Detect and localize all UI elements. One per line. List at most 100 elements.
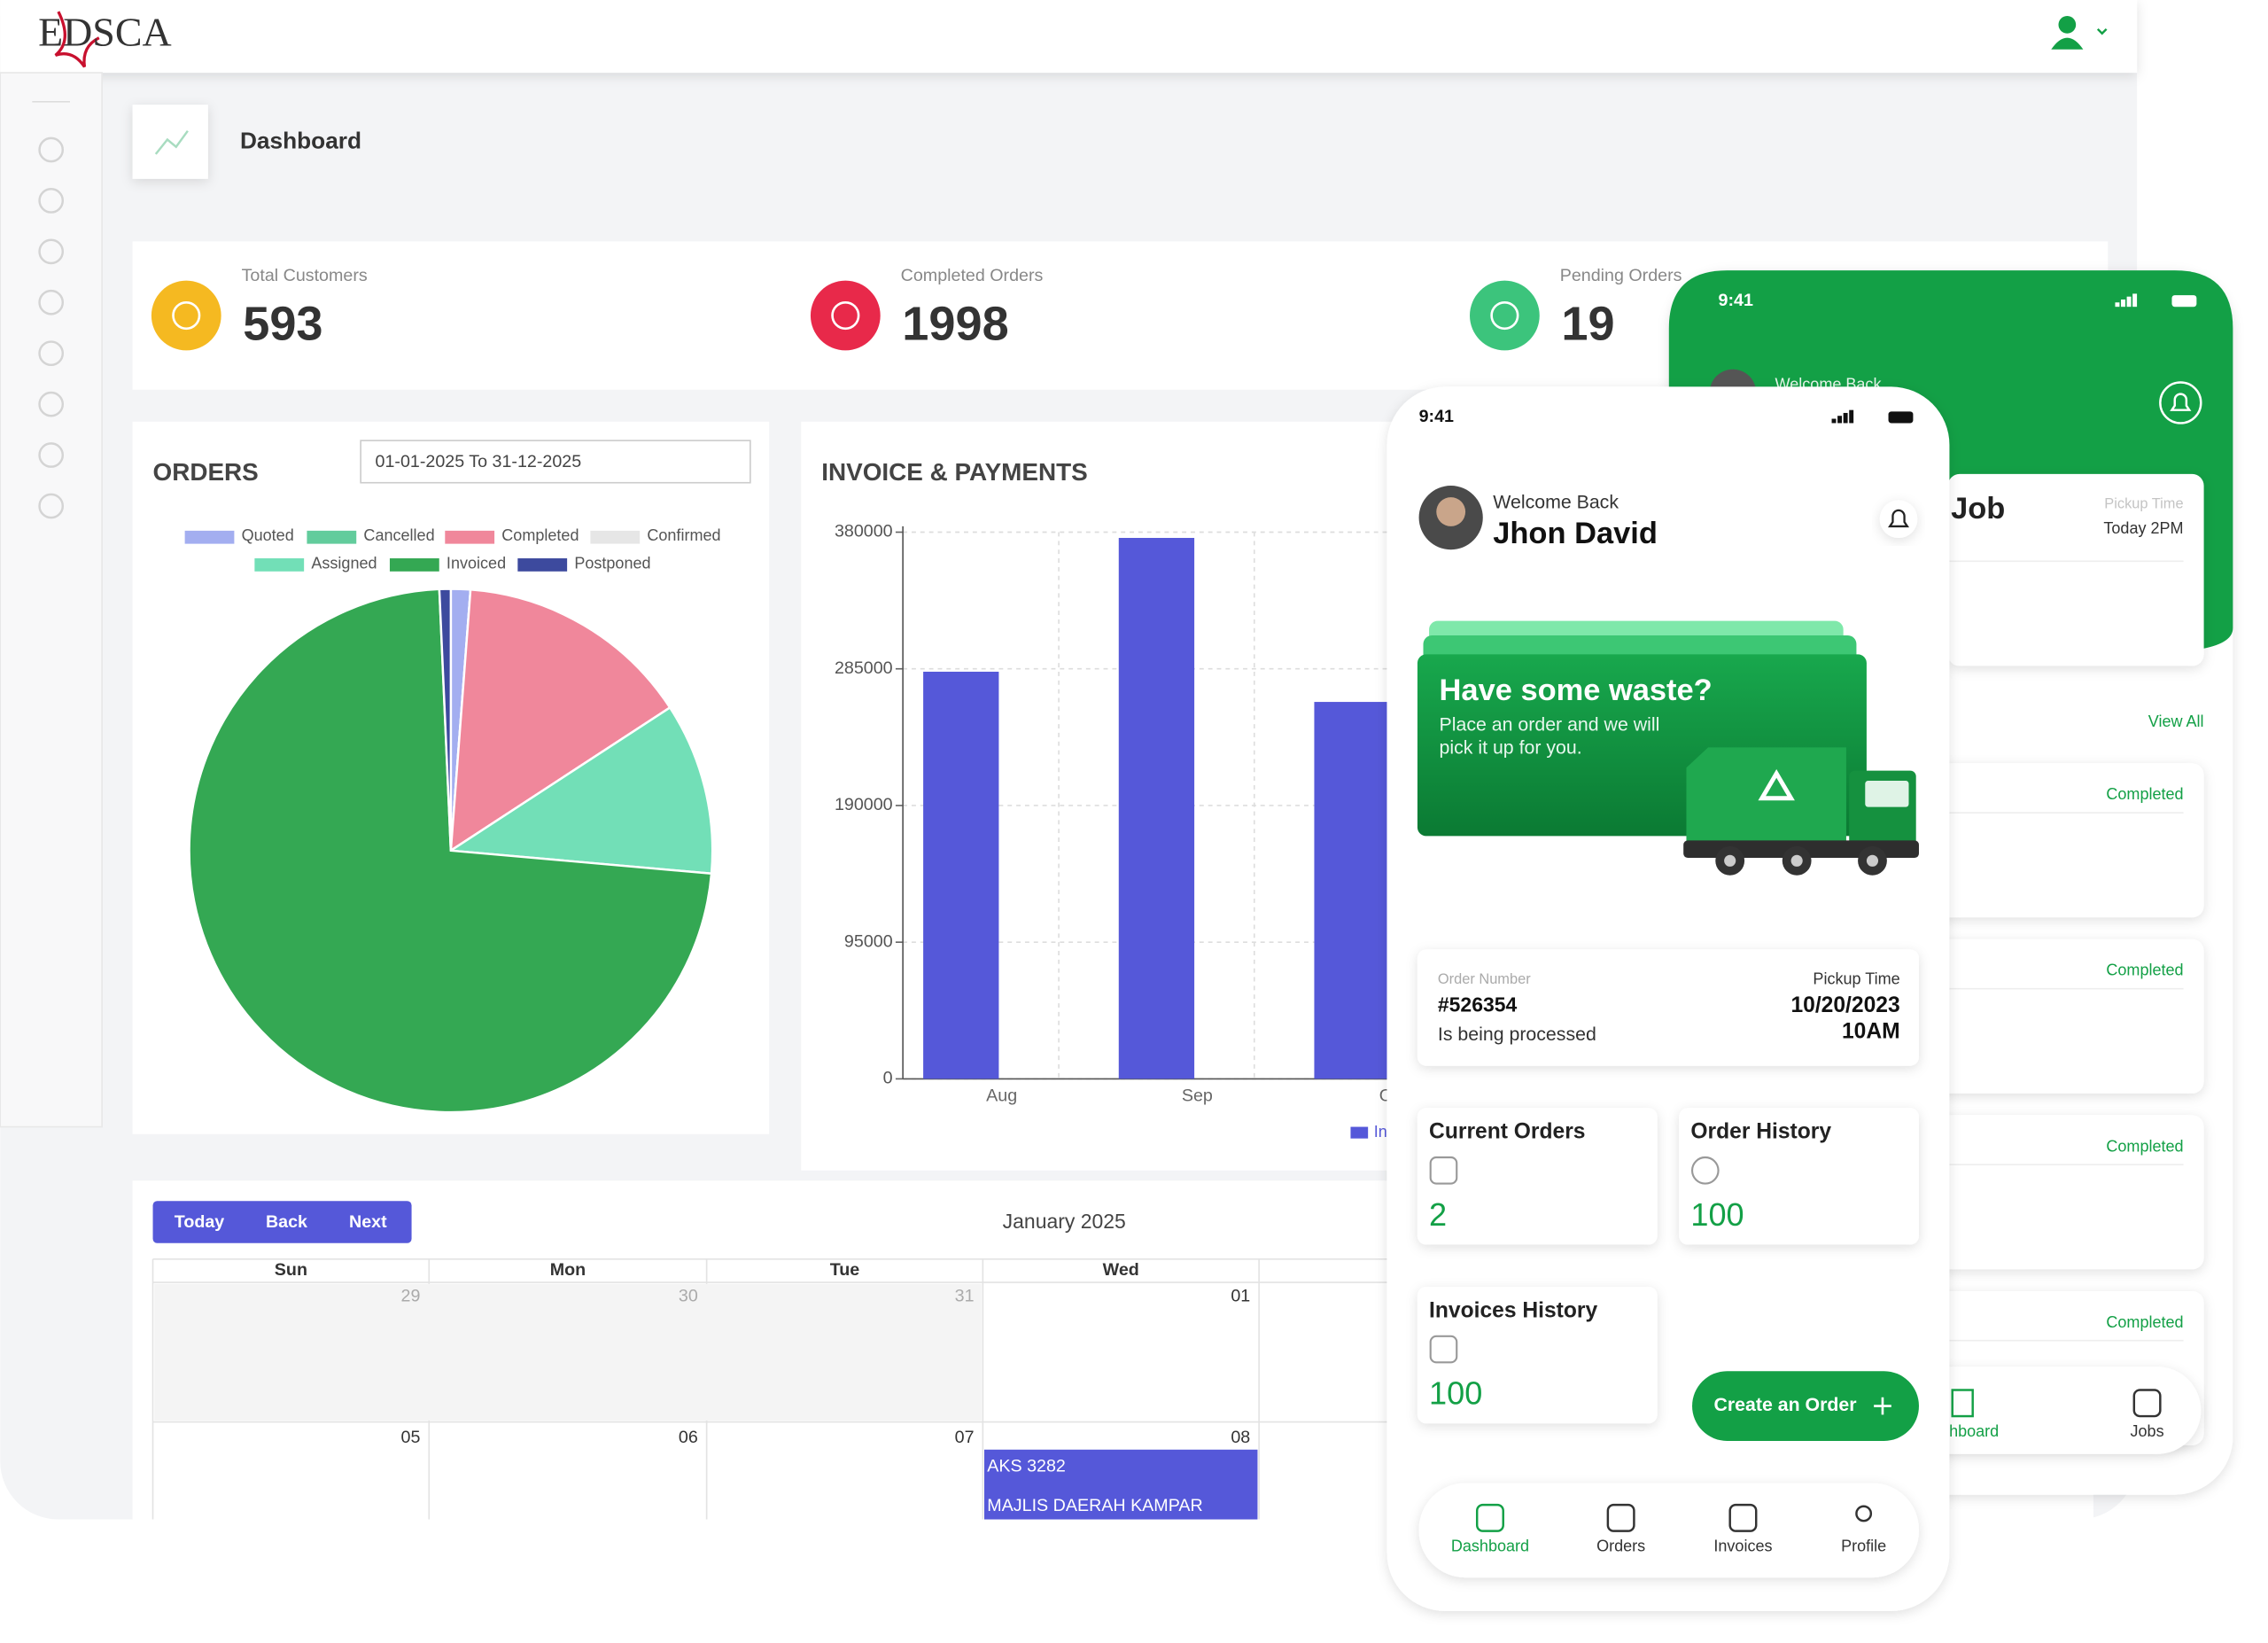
calendar-button[interactable]: Today xyxy=(175,1212,225,1232)
tile-icon xyxy=(1429,1335,1458,1364)
nav-icon xyxy=(1475,1503,1504,1532)
sidebar xyxy=(0,72,103,1128)
banner-text: pick it up for you. xyxy=(1440,737,1582,759)
pie-slice xyxy=(188,588,713,1114)
legend-swatch xyxy=(517,558,568,572)
nav-label[interactable]: Profile xyxy=(1841,1537,1886,1554)
bar xyxy=(1314,702,1390,1079)
tile-icon xyxy=(1429,1156,1458,1185)
page-icon xyxy=(154,129,189,155)
banner-text: Place an order and we will xyxy=(1440,713,1660,735)
x-tick-label: Sep xyxy=(1182,1086,1213,1105)
event-text: MAJLIS DAERAH KAMPAR xyxy=(987,1496,1202,1515)
sidebar-icon xyxy=(38,136,65,163)
user-name: Jhon David xyxy=(1493,517,1658,550)
order-label: Order Number xyxy=(1438,971,1531,987)
stat-label: Pending Orders xyxy=(1560,266,1682,285)
view-all[interactable]: View All xyxy=(2148,712,2204,730)
chart-title: ORDERS xyxy=(153,458,259,486)
order-number: #526354 xyxy=(1438,993,1518,1016)
signal-bar xyxy=(1831,418,1837,424)
nav-label[interactable]: Orders xyxy=(1596,1537,1645,1554)
nav-label[interactable]: Invoices xyxy=(1713,1537,1772,1554)
calendar-event[interactable] xyxy=(984,1449,1258,1520)
nav-icon xyxy=(2132,1389,2162,1418)
signal-bar xyxy=(2132,293,2138,308)
pickup-label: Pickup Time xyxy=(1813,970,1899,988)
stat-icon xyxy=(1470,280,1540,351)
job-list-card xyxy=(1933,938,2204,1094)
legend-swatch xyxy=(389,558,439,572)
bottom-nav xyxy=(1418,1483,1919,1578)
stat-value: 593 xyxy=(243,297,322,350)
sidebar-icon xyxy=(38,391,65,417)
date: 29 xyxy=(401,1287,421,1306)
stat-icon-glyph xyxy=(172,300,201,331)
nav-icon xyxy=(1855,1505,1873,1522)
pie-slice xyxy=(447,705,714,876)
job-list-card xyxy=(1933,763,2204,918)
calendar-off-days xyxy=(154,1283,982,1421)
stat-icon xyxy=(151,280,221,351)
legend-label: Postponed xyxy=(574,554,650,572)
logo-mark xyxy=(54,11,100,68)
status: Completed xyxy=(2106,785,2183,803)
stat-value: 1998 xyxy=(902,297,1008,350)
user-menu-chevron xyxy=(2096,27,2108,35)
user-icon xyxy=(2058,16,2077,34)
nav-label[interactable]: Dashboard xyxy=(1451,1537,1529,1554)
y-tick-label: 95000 xyxy=(844,931,893,951)
legend-label: Confirmed xyxy=(647,526,720,544)
date: 07 xyxy=(955,1428,975,1447)
banner-title: Have some waste? xyxy=(1440,674,1713,707)
date: 31 xyxy=(955,1287,975,1306)
top-bar xyxy=(0,0,2138,74)
job-list-card xyxy=(1933,1115,2204,1270)
legend-swatch xyxy=(307,530,357,544)
tile[interactable] xyxy=(1417,1108,1658,1245)
calendar-title: January 2025 xyxy=(1003,1210,1126,1233)
calendar-button[interactable]: Back xyxy=(266,1212,307,1232)
nav-icon xyxy=(1606,1503,1635,1532)
nav-label[interactable]: Jobs xyxy=(2131,1422,2164,1440)
calendar-button[interactable]: Next xyxy=(349,1212,387,1232)
bell-button xyxy=(2159,381,2202,424)
date-range-input[interactable] xyxy=(360,440,751,484)
tile-value: 100 xyxy=(1429,1375,1482,1412)
signal-bar xyxy=(2121,299,2125,308)
tile[interactable] xyxy=(1417,1287,1658,1424)
y-tick-label: 285000 xyxy=(835,658,893,678)
weekday: Mon xyxy=(550,1260,586,1280)
nav-icon xyxy=(1728,1503,1758,1532)
cta-button[interactable] xyxy=(1692,1371,1919,1441)
nav-icon xyxy=(1951,1389,1974,1418)
battery xyxy=(1888,411,1914,424)
status-time: 9:41 xyxy=(1419,407,1454,426)
tile-title: Order History xyxy=(1690,1120,1831,1144)
truck-hub xyxy=(1790,854,1803,867)
stat-label: Completed Orders xyxy=(901,266,1044,285)
legend-label: Cancelled xyxy=(363,526,434,544)
signal-bar xyxy=(2115,302,2120,308)
bell-button xyxy=(1879,500,1918,539)
y-tick-label: 0 xyxy=(883,1069,893,1088)
bell-icon xyxy=(2170,393,2192,411)
welcome-text: Welcome Back xyxy=(1493,491,1619,512)
pickup-date: 10/20/2023 xyxy=(1790,993,1899,1017)
event-text: AKS 3282 xyxy=(987,1457,1066,1476)
tile[interactable] xyxy=(1679,1108,1919,1245)
status: Completed xyxy=(2106,1137,2183,1155)
cta-label[interactable]: Create an Order xyxy=(1713,1394,1856,1415)
legend-swatch xyxy=(590,530,641,544)
x-tick-label: Aug xyxy=(986,1086,1017,1105)
legend-label: Quoted xyxy=(242,526,294,544)
cta-plus xyxy=(1874,1397,1891,1415)
truck-hub xyxy=(1724,854,1736,867)
tile-title: Invoices History xyxy=(1429,1298,1597,1322)
pie-slice xyxy=(438,588,453,851)
date: 01 xyxy=(1231,1287,1250,1306)
legend-label: Invoiced xyxy=(447,554,506,572)
y-tick-label: 190000 xyxy=(835,795,893,814)
